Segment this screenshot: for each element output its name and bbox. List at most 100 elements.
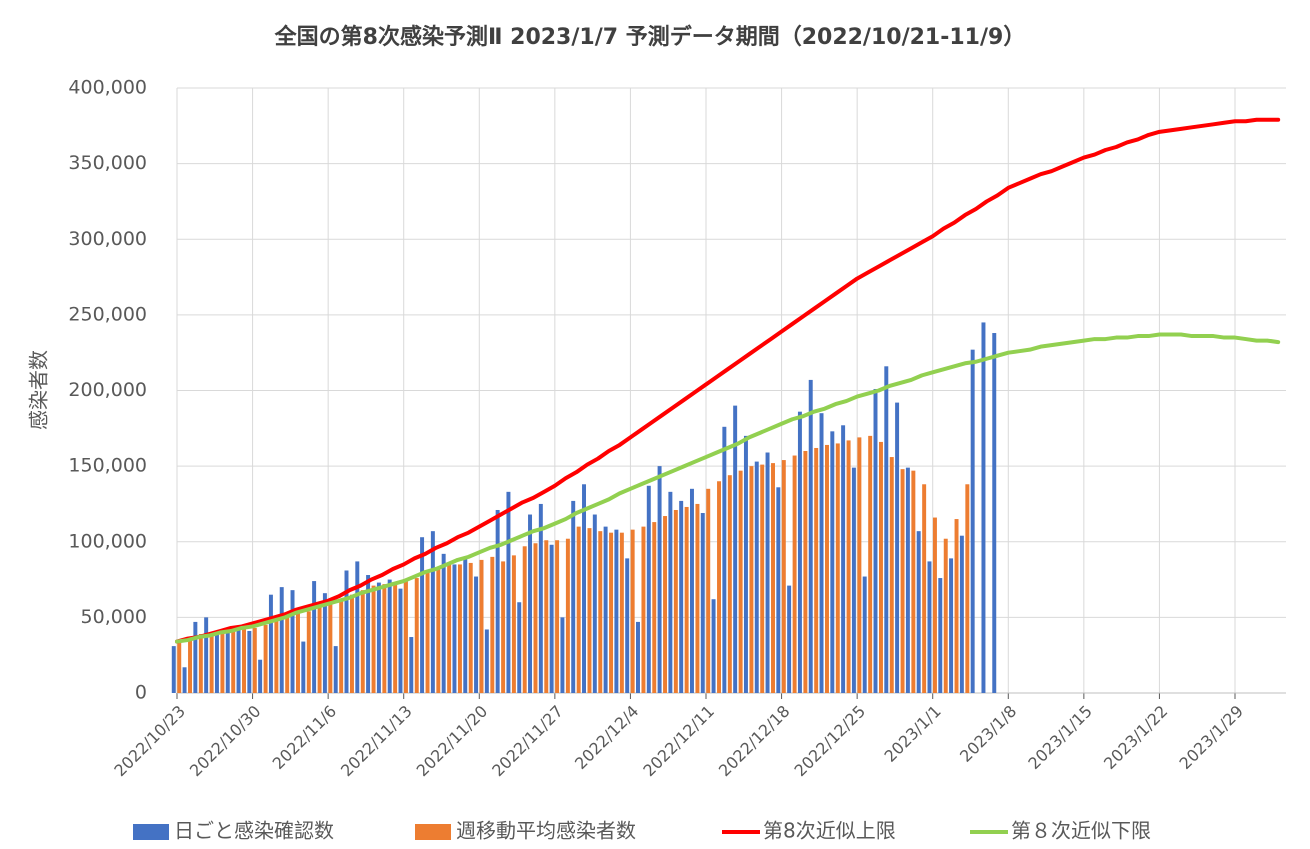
bar — [706, 488, 711, 693]
bar — [700, 513, 705, 693]
bar — [841, 425, 846, 693]
bar — [916, 531, 921, 693]
y-tick-label: 100,000 — [68, 530, 147, 552]
bar — [695, 503, 700, 693]
bar — [387, 579, 392, 693]
bar — [263, 624, 268, 693]
bar — [231, 629, 236, 693]
bar — [420, 537, 425, 693]
bar — [495, 509, 500, 693]
y-tick-label: 350,000 — [68, 152, 147, 174]
bar — [630, 529, 635, 693]
bar — [306, 611, 311, 693]
bar — [441, 553, 446, 693]
bar — [171, 646, 176, 693]
bar — [673, 509, 678, 693]
bar — [582, 484, 586, 693]
bar — [528, 514, 533, 693]
bar — [797, 411, 802, 693]
bar — [533, 543, 538, 693]
bar — [927, 561, 932, 693]
bar — [743, 435, 748, 693]
bar — [830, 431, 835, 693]
bar — [490, 556, 495, 693]
y-tick-label: 400,000 — [68, 77, 147, 99]
bar — [193, 621, 198, 693]
bar — [992, 333, 997, 693]
bar — [544, 540, 549, 693]
bar — [905, 467, 910, 693]
bar — [268, 594, 273, 693]
bar — [641, 526, 646, 693]
bar — [474, 576, 479, 693]
bar — [355, 561, 360, 693]
bar — [825, 444, 829, 693]
bar — [646, 485, 651, 693]
bar — [959, 535, 964, 693]
y-axis-label: 感染者数 — [27, 350, 51, 430]
bar — [522, 546, 527, 693]
bar — [609, 532, 614, 693]
bar — [560, 617, 565, 693]
y-tick-label: 50,000 — [81, 606, 147, 628]
bar — [301, 641, 306, 693]
bar — [452, 564, 457, 693]
bar — [555, 540, 560, 693]
bar — [182, 667, 187, 693]
bar — [279, 587, 284, 693]
bar — [382, 584, 387, 693]
bar — [787, 585, 792, 693]
bar — [242, 629, 246, 693]
bar — [571, 500, 576, 693]
bar — [511, 555, 516, 693]
bar — [484, 629, 489, 693]
bar — [663, 516, 668, 693]
bar — [285, 615, 290, 693]
legend-swatch — [133, 824, 169, 840]
bar — [479, 559, 484, 693]
bar — [781, 460, 786, 693]
bar — [447, 564, 452, 693]
bar — [868, 435, 873, 693]
bar — [862, 576, 867, 693]
bar — [835, 443, 840, 693]
bar — [344, 570, 349, 693]
bar — [290, 590, 295, 693]
bar — [776, 487, 781, 693]
bar — [398, 588, 403, 693]
bar — [506, 491, 511, 693]
line — [175, 117, 1281, 644]
bar — [366, 575, 371, 693]
bar — [922, 484, 927, 693]
bar — [636, 621, 640, 693]
y-tick-label: 150,000 — [68, 455, 147, 477]
bar — [943, 538, 948, 693]
bar — [857, 437, 862, 693]
bar — [538, 503, 543, 693]
bar — [598, 531, 603, 693]
bar — [349, 594, 354, 693]
bar — [225, 629, 230, 693]
bar — [252, 627, 257, 693]
bar — [214, 632, 219, 693]
bar — [220, 630, 225, 693]
bar — [414, 578, 419, 693]
bar — [803, 451, 808, 693]
y-tick-label: 300,000 — [68, 228, 147, 250]
y-tick-label: 200,000 — [68, 379, 147, 401]
bar — [808, 379, 813, 693]
bar — [911, 470, 916, 693]
bar — [792, 455, 797, 693]
bar — [819, 413, 824, 693]
bar — [738, 470, 743, 693]
bar — [376, 582, 381, 693]
bar — [949, 558, 954, 693]
chart-title: 全国の第8次感染予測Ⅱ 2023/1/7 予測データ期間（2022/10/21-… — [274, 24, 1026, 50]
legend-label: 第８次近似下限 — [1011, 819, 1151, 843]
bar — [576, 526, 581, 693]
bar — [296, 612, 300, 693]
bar — [895, 402, 900, 693]
bar — [328, 600, 333, 693]
bar — [965, 484, 970, 693]
